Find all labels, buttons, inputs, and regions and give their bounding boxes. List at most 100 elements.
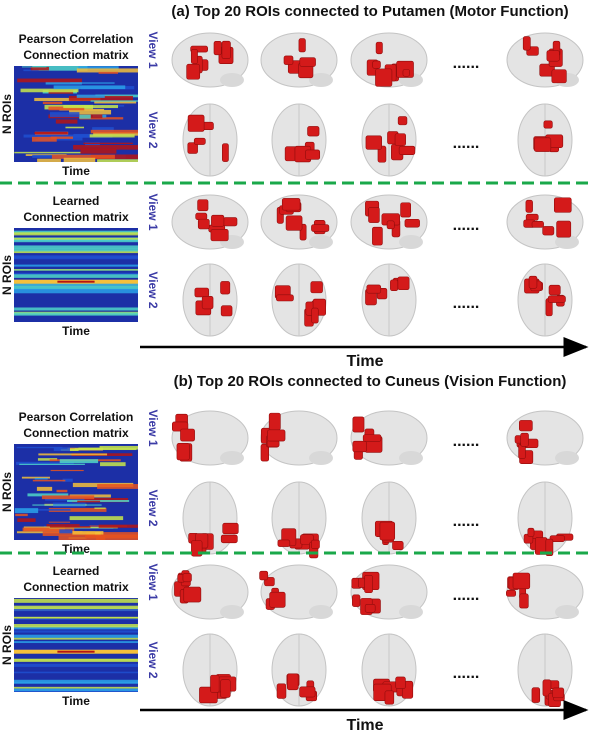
brain bbox=[272, 104, 326, 176]
roi-region bbox=[224, 218, 237, 226]
connection-matrix bbox=[14, 66, 138, 162]
matrix-stripe bbox=[14, 265, 138, 267]
roi-region bbox=[526, 214, 538, 220]
matrix-stripe bbox=[78, 448, 138, 450]
matrix-stripe bbox=[14, 599, 138, 603]
matrix-stripe bbox=[56, 120, 78, 124]
y-axis-label: N ROIs bbox=[0, 472, 14, 512]
view-label: View 1 bbox=[146, 563, 160, 600]
brain bbox=[362, 634, 416, 706]
time-label: Time bbox=[346, 353, 383, 370]
matrix-stripe bbox=[19, 464, 85, 465]
roi-region bbox=[376, 42, 382, 54]
roi-region bbox=[267, 430, 285, 441]
roi-region bbox=[211, 675, 220, 692]
brain bbox=[172, 565, 248, 619]
matrix-stripe bbox=[97, 159, 138, 162]
view-label: View 1 bbox=[146, 193, 160, 230]
roi-region bbox=[191, 49, 197, 63]
matrix-stripe bbox=[32, 504, 101, 505]
matrix-stripe bbox=[57, 651, 94, 653]
matrix-stripe bbox=[59, 529, 72, 533]
roi-region bbox=[300, 687, 315, 697]
roi-region bbox=[353, 441, 367, 452]
matrix-stripe bbox=[91, 100, 138, 101]
matrix-stripe bbox=[15, 508, 38, 513]
roi-region bbox=[365, 604, 375, 612]
matrix-stripe bbox=[14, 238, 138, 240]
roi-region bbox=[287, 674, 298, 690]
roi-region bbox=[221, 680, 231, 698]
roi-region bbox=[552, 70, 567, 83]
view-label: View 2 bbox=[146, 641, 160, 678]
matrix-stripe bbox=[32, 137, 57, 142]
brain bbox=[172, 411, 248, 465]
x-axis-label: Time bbox=[62, 164, 90, 178]
matrix-stripe bbox=[73, 145, 138, 150]
matrix-stripe bbox=[14, 274, 138, 278]
roi-region bbox=[211, 215, 224, 226]
brain bbox=[260, 565, 337, 619]
cerebellum bbox=[220, 73, 244, 87]
brain bbox=[261, 33, 337, 87]
roi-region bbox=[523, 37, 530, 51]
roi-region bbox=[393, 541, 404, 549]
matrix-stripe bbox=[60, 459, 98, 463]
cerebellum bbox=[220, 451, 244, 465]
roi-region bbox=[387, 221, 394, 229]
roi-region bbox=[513, 573, 530, 589]
matrix-stripe bbox=[14, 630, 138, 632]
brain bbox=[351, 33, 427, 87]
time-label: Time bbox=[346, 717, 383, 734]
matrix-stripe bbox=[33, 480, 65, 482]
matrix-stripe bbox=[99, 72, 118, 74]
roi-region bbox=[195, 288, 209, 297]
roi-region bbox=[267, 440, 279, 447]
roi-region bbox=[519, 420, 532, 431]
matrix-title: Connection matrix bbox=[23, 426, 129, 440]
matrix-stripe bbox=[14, 307, 138, 310]
brain bbox=[518, 634, 572, 707]
brain bbox=[272, 482, 326, 558]
panel-title: (a) Top 20 ROIs connected to Putamen (Mo… bbox=[171, 3, 568, 20]
roi-region bbox=[221, 281, 230, 294]
roi-region bbox=[401, 203, 411, 217]
matrix-stripe bbox=[14, 245, 138, 248]
x-axis-label: Time bbox=[62, 324, 90, 338]
roi-region bbox=[396, 677, 406, 689]
roi-region bbox=[365, 575, 373, 592]
roi-region bbox=[521, 433, 529, 446]
matrix-stripe bbox=[17, 79, 82, 83]
matrix-stripe bbox=[100, 446, 138, 448]
matrix-stripe bbox=[64, 158, 96, 162]
roi-region bbox=[532, 688, 540, 703]
ellipsis: ...... bbox=[453, 295, 480, 312]
brain bbox=[506, 565, 583, 619]
roi-region bbox=[177, 443, 189, 460]
roi-region bbox=[395, 134, 406, 146]
brain bbox=[261, 411, 337, 465]
roi-region bbox=[369, 207, 380, 222]
matrix-stripe bbox=[72, 531, 103, 535]
roi-region bbox=[390, 280, 397, 291]
matrix-stripe bbox=[14, 641, 138, 643]
roi-region bbox=[308, 126, 320, 136]
roi-region bbox=[223, 523, 239, 534]
brain bbox=[362, 104, 416, 176]
roi-region bbox=[222, 41, 231, 58]
roi-region bbox=[269, 413, 280, 430]
matrix-stripe bbox=[42, 495, 94, 499]
roi-region bbox=[311, 282, 323, 293]
matrix-stripe bbox=[14, 249, 138, 252]
y-axis-label: N ROIs bbox=[0, 94, 14, 134]
matrix-stripe bbox=[56, 490, 67, 492]
matrix-title: Connection matrix bbox=[23, 580, 129, 594]
y-axis-label: N ROIs bbox=[0, 625, 14, 665]
matrix-stripe bbox=[77, 68, 138, 72]
roi-region bbox=[352, 595, 360, 607]
matrix-stripe bbox=[50, 526, 91, 528]
roi-region bbox=[528, 528, 534, 537]
matrix-stripe bbox=[100, 462, 126, 466]
matrix-title: Learned bbox=[53, 564, 100, 578]
roi-region bbox=[277, 684, 286, 699]
